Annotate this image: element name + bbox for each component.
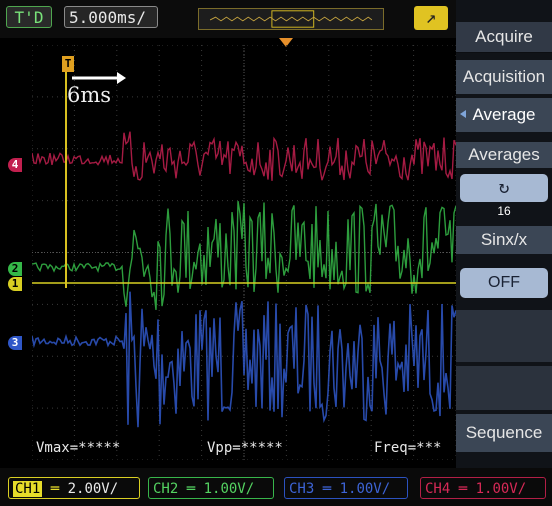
channel-bar: CH1 ═ 2.00V/ CH2 ═ 1.00V/ CH3 ═ 1.00V/ C… xyxy=(0,468,552,506)
ch3-ground-marker[interactable]: 3 xyxy=(8,336,22,350)
waveform-overview[interactable] xyxy=(198,8,384,30)
traces xyxy=(32,131,456,428)
acquisition-label: Acquisition xyxy=(456,60,552,94)
ch3-name: CH3 xyxy=(289,481,315,497)
averages-value: 16 xyxy=(497,204,511,218)
ch1-name: CH1 xyxy=(13,481,43,497)
ch2-ground-marker[interactable]: 2 xyxy=(8,262,22,276)
ch1-settings[interactable]: CH1 ═ 2.00V/ xyxy=(8,477,140,499)
ch1-scale: 2.00V/ xyxy=(67,481,119,497)
ch3-settings[interactable]: CH3 ═ 1.00V/ xyxy=(284,477,408,499)
sequence-button[interactable]: Sequence xyxy=(456,414,552,452)
ch3-scale: 1.00V/ xyxy=(339,481,391,497)
softkey-empty-2[interactable] xyxy=(456,366,552,410)
averages-label: Averages xyxy=(456,142,552,168)
ch4-scale: 1.00V/ xyxy=(475,481,527,497)
dc-coupling-icon: ═ xyxy=(314,481,340,497)
timebase-scale[interactable]: 5.000ms/ xyxy=(64,6,158,28)
sinx-label: Sinx/x xyxy=(456,226,552,254)
rising-edge-icon[interactable]: ↗ xyxy=(414,6,448,30)
rotate-knob-icon[interactable]: ↻ xyxy=(460,174,548,202)
acquisition-mode-button[interactable]: Average xyxy=(456,98,552,132)
cursor-delta-label: 6ms xyxy=(67,83,112,107)
grid-lines xyxy=(32,45,456,460)
ch4-settings[interactable]: CH4 ═ 1.00V/ xyxy=(420,477,546,499)
menu-select-arrow-icon xyxy=(460,110,466,118)
ch2-name: CH2 xyxy=(153,481,179,497)
ch2-settings[interactable]: CH2 ═ 1.00V/ xyxy=(148,477,274,499)
dc-coupling-icon: ═ xyxy=(450,481,476,497)
sinx-toggle-button[interactable]: OFF xyxy=(460,268,548,298)
cursor-overlay xyxy=(65,69,126,288)
ch2-trace xyxy=(32,200,456,310)
ch2-scale: 1.00V/ xyxy=(203,481,255,497)
measurement-freq: Freq=*** xyxy=(374,440,442,456)
time-cursor-marker[interactable]: T xyxy=(62,56,74,72)
graticule xyxy=(32,45,456,460)
ch1-ground-marker[interactable]: 1 xyxy=(8,277,22,291)
ch4-ground-marker[interactable]: 4 xyxy=(8,158,22,172)
waveform-display xyxy=(32,45,456,460)
softkey-menu: Acquire Acquisition Average Averages ↻ 1… xyxy=(456,0,552,468)
trigger-position-icon xyxy=(279,38,293,47)
ch4-trace xyxy=(32,131,456,181)
status-bar: T'D 5.000ms/ ↗ xyxy=(0,0,456,38)
ch4-name: CH4 xyxy=(425,481,451,497)
measurement-vmax: Vmax=***** xyxy=(36,440,121,456)
menu-title: Acquire xyxy=(456,22,552,53)
measurement-vpp: Vpp=***** xyxy=(207,440,283,456)
timebase-mode-tag[interactable]: T'D xyxy=(6,6,52,28)
dc-coupling-icon: ═ xyxy=(178,481,204,497)
ch3-trace xyxy=(32,291,456,428)
right-arrow-icon xyxy=(117,72,126,84)
dc-coupling-icon: ═ xyxy=(42,481,68,497)
softkey-empty-1[interactable] xyxy=(456,310,552,362)
